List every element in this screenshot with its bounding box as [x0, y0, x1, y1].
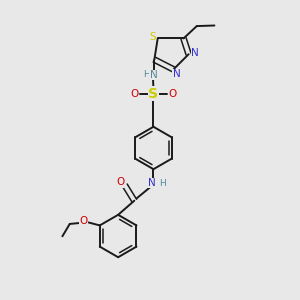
Text: N: N — [150, 70, 157, 80]
Text: S: S — [149, 32, 156, 42]
Text: N: N — [148, 178, 156, 188]
Text: H: H — [159, 179, 166, 188]
Text: O: O — [80, 216, 88, 226]
Text: O: O — [130, 88, 138, 98]
Text: N: N — [172, 69, 180, 79]
Text: O: O — [116, 177, 124, 188]
Text: S: S — [148, 86, 158, 100]
Text: H: H — [143, 70, 150, 79]
Text: O: O — [169, 88, 177, 98]
Text: N: N — [191, 48, 198, 58]
